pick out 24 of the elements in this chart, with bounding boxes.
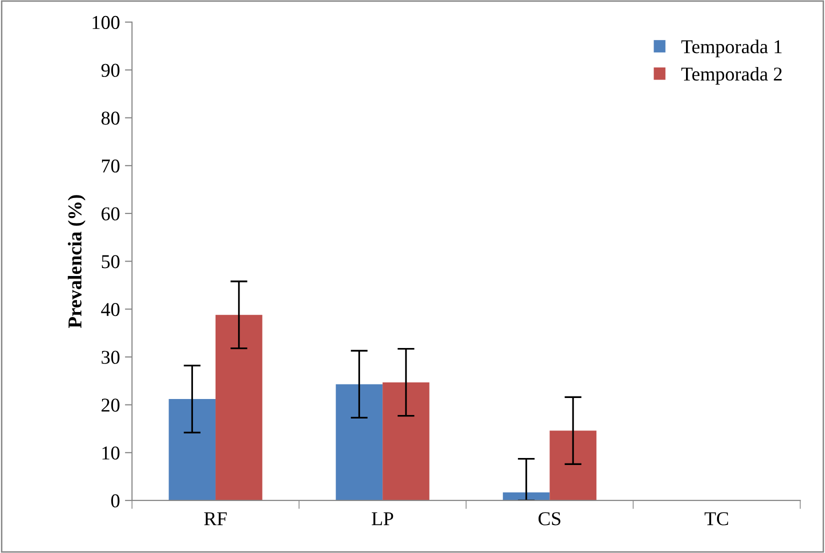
- y-tick-label: 10: [102, 446, 120, 460]
- y-tick-label: 50: [102, 255, 120, 268]
- y-tick-label: 70: [102, 159, 120, 173]
- y-tick-label: 90: [101, 64, 120, 77]
- legend-label: Temporada 1: [681, 40, 782, 58]
- x-tick-label: TC: [704, 512, 728, 526]
- bar: [382, 382, 430, 500]
- y-tick-label: 20: [102, 398, 120, 412]
- x-tick-label: CS: [538, 512, 560, 526]
- y-axis-title: Prevalencia (%): [68, 195, 86, 328]
- y-tick-label: 30: [102, 350, 120, 364]
- y-tick-label: 60: [102, 207, 120, 220]
- bar: [336, 384, 383, 500]
- y-tick-label: 80: [101, 112, 120, 125]
- bar: [168, 399, 216, 500]
- bar: [502, 492, 550, 500]
- y-tick-label: 100: [92, 16, 120, 30]
- y-tick-label: 40: [101, 302, 120, 316]
- bar: [216, 314, 262, 500]
- y-tick-label: 0: [111, 494, 120, 508]
- legend-label: Temporada 2: [681, 66, 782, 85]
- bar: [550, 430, 596, 500]
- x-tick-label: LP: [372, 512, 394, 526]
- x-tick-label: RF: [204, 512, 227, 526]
